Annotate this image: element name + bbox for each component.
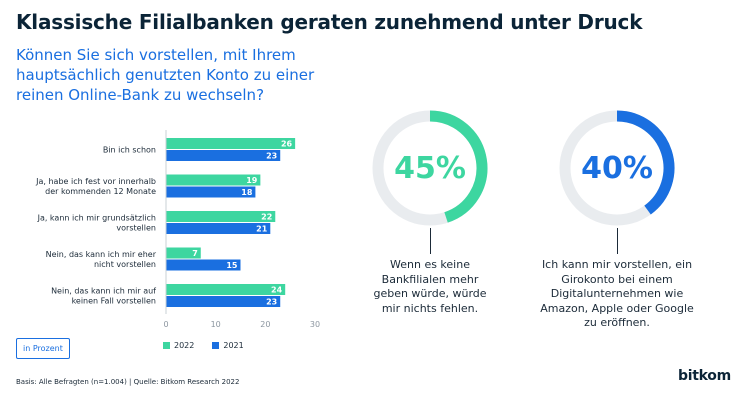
bar-2021	[166, 186, 256, 198]
x-tick-label: 20	[260, 320, 270, 329]
category-label: Ja, habe ich fest vor innerhalb	[35, 177, 156, 186]
category-label: nicht vorstellen	[94, 260, 156, 269]
legend-item-2021: 2021	[212, 341, 244, 350]
category-label: Ja, kann ich mir grundsätzlich	[37, 214, 156, 223]
legend-label-2022: 2022	[174, 341, 195, 350]
category-label: Nein, das kann ich mir auf	[51, 287, 156, 296]
category-label: der kommenden 12 Monate	[45, 187, 156, 196]
legend-swatch-2021	[212, 342, 220, 349]
x-tick-label: 30	[310, 320, 320, 329]
donut-ring-1	[372, 110, 488, 226]
bar-2021	[166, 150, 281, 161]
connector-line-1	[430, 228, 431, 254]
legend-swatch-2022	[163, 342, 170, 349]
category-label: Bin ich schon	[103, 146, 156, 155]
bar-2022	[166, 174, 261, 186]
donut-arc	[616, 110, 675, 215]
bar-2022	[166, 211, 276, 222]
bar-2021	[166, 259, 241, 271]
survey-question: Können Sie sich vorstellen, mit Ihrem ha…	[16, 46, 315, 104]
donut-ring-2	[559, 110, 675, 226]
data-label: 22	[261, 213, 272, 222]
bar-2021	[166, 296, 281, 307]
category-label: keinen Fall vorstellen	[72, 297, 156, 306]
unit-label: in Prozent	[16, 338, 70, 359]
bar-2022	[166, 284, 286, 295]
page-title: Klassische Filialbanken geraten zunehmen…	[16, 10, 643, 34]
donut-caption-2: Ich kann mir vorstellen, ein Girokonto b…	[540, 258, 694, 329]
donut-value-1: 45%	[394, 150, 466, 186]
category-label: Nein, das kann ich mir eher	[46, 250, 157, 259]
category-label: vorstellen	[116, 224, 156, 233]
data-label: 26	[281, 140, 293, 149]
data-label: 23	[266, 152, 277, 161]
legend-item-2022: 2022	[163, 341, 194, 350]
bar-2021	[166, 223, 271, 234]
donut-caption-1: Wenn es keine Bankfilialen mehr geben wü…	[373, 258, 487, 315]
bar-2022	[166, 247, 201, 259]
data-label: 21	[256, 225, 268, 234]
data-label: 23	[266, 298, 277, 307]
chart-legend: 2022 2021	[163, 341, 244, 350]
connector-line-2	[617, 228, 618, 254]
data-label: 19	[246, 176, 258, 185]
donut-chart-2: 40%	[557, 108, 677, 228]
x-tick-label: 0	[163, 320, 168, 329]
legend-label-2021: 2021	[223, 341, 244, 350]
data-label: 7	[192, 249, 198, 258]
donut-chart-1: 45%	[370, 108, 490, 228]
source-note: Basis: Alle Befragten (n=1.004) | Quelle…	[16, 378, 240, 386]
bar-chart: Bin ich schon 26 23 Ja, habe ich fest vor i…	[35, 130, 320, 329]
x-tick-label: 10	[211, 320, 221, 329]
data-label: 18	[241, 188, 253, 197]
bitkom-logo: bitkom	[678, 368, 731, 384]
data-label: 24	[271, 286, 283, 295]
donut-arc	[429, 110, 488, 223]
data-label: 15	[226, 261, 238, 270]
donut-value-2: 40%	[581, 150, 653, 186]
bar-2022	[166, 138, 296, 149]
